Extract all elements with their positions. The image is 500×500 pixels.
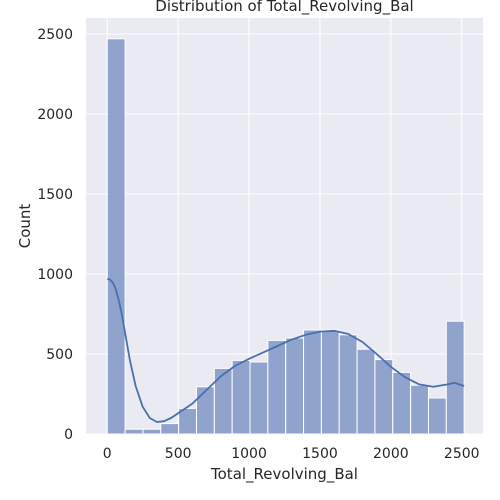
histogram-bar	[160, 423, 180, 435]
histogram-bar	[338, 334, 358, 435]
histogram-bars	[106, 38, 465, 435]
histogram-bar	[392, 371, 412, 435]
histogram-bar	[285, 337, 305, 435]
y-tick-labels: 0 500 1000 1500 2000 2500	[37, 27, 73, 443]
x-tick-label: 1000	[231, 446, 267, 462]
y-axis-label: Count	[16, 204, 34, 249]
histogram-bar	[374, 359, 394, 435]
histogram-bar	[195, 386, 215, 435]
histogram-bar	[231, 359, 251, 435]
x-axis-label: Total_Revolving_Bal	[210, 465, 358, 484]
y-tick-label: 0	[64, 427, 73, 443]
histogram-bar	[303, 329, 322, 435]
x-tick-label: 2500	[444, 446, 480, 462]
histogram-bar	[445, 320, 465, 435]
histogram-bar	[124, 428, 144, 435]
y-tick-label: 2500	[37, 27, 73, 43]
y-tick-label: 2000	[37, 107, 73, 123]
y-tick-label: 1000	[37, 267, 73, 283]
histogram-bar	[427, 397, 447, 435]
histogram-bar	[142, 428, 162, 435]
histogram-bar	[320, 329, 340, 435]
histogram-bar	[356, 348, 376, 435]
x-tick-label: 500	[165, 446, 192, 462]
x-tick-label: 1500	[302, 446, 338, 462]
kde-curve	[107, 277, 465, 423]
histogram-bar	[106, 38, 126, 435]
chart-title: Distribution of Total_Revolving_Bal	[155, 0, 413, 16]
histogram-bar	[410, 384, 429, 435]
histogram-bar	[178, 407, 197, 435]
y-tick-label: 500	[46, 347, 73, 363]
histogram-bar	[267, 339, 287, 435]
histogram-bar	[249, 361, 269, 435]
grid-lines	[86, 18, 483, 435]
y-tick-label: 1500	[37, 187, 73, 203]
histogram-bar	[213, 367, 233, 435]
x-tick-label: 0	[103, 446, 112, 462]
x-tick-label: 2000	[373, 446, 409, 462]
x-tick-labels: 0 500 1000 1500 2000 2500	[103, 446, 480, 462]
